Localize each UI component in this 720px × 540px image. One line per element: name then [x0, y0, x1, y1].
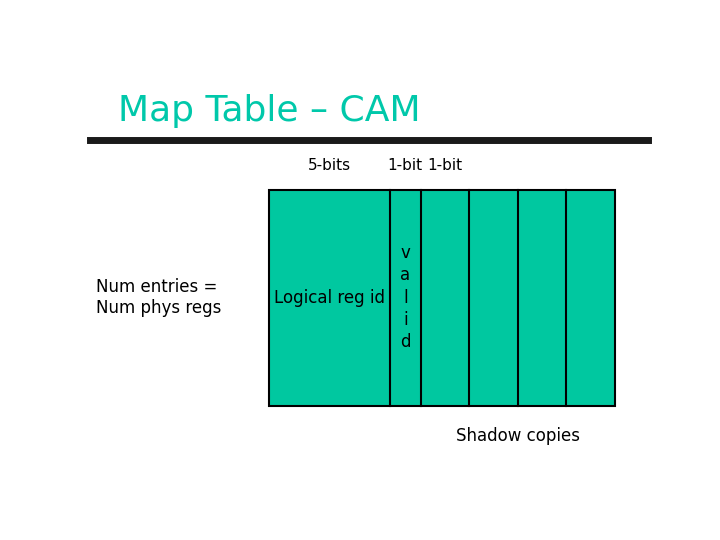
Text: 5-bits: 5-bits [307, 158, 351, 173]
Text: 1-bit: 1-bit [387, 158, 423, 173]
Text: 1-bit: 1-bit [428, 158, 462, 173]
Text: Logical reg id: Logical reg id [274, 289, 384, 307]
Bar [269, 190, 615, 406]
Text: Shadow copies: Shadow copies [456, 427, 580, 444]
Text: v
a
l
i
d: v a l i d [400, 244, 410, 351]
Text: Num entries =
Num phys regs: Num entries = Num phys regs [96, 278, 221, 317]
Text: Map Table – CAM: Map Table – CAM [118, 94, 420, 128]
